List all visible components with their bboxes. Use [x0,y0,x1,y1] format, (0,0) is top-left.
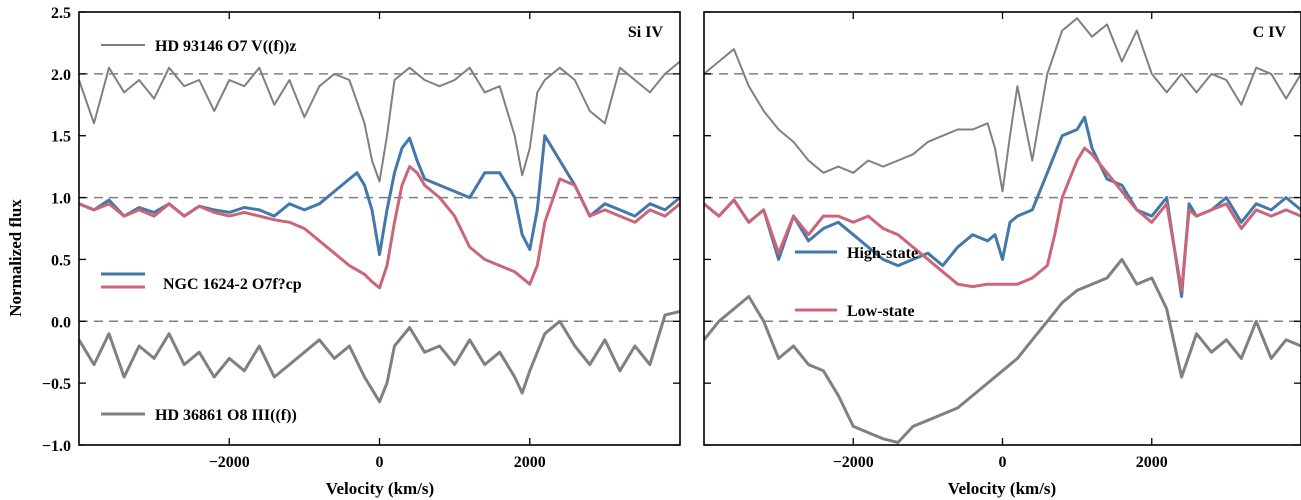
legend-ngc1624: NGC 1624-2 O7f?cp [101,272,302,293]
y-tick-label: −0.5 [42,376,71,393]
x-tick-label: 0 [376,454,384,471]
legend-hd36861: HD 36861 O8 III((f)) [101,407,297,424]
data-series [702,17,1301,444]
x-tick-label: 0 [999,454,1007,471]
x-axis-label: Velocity (km/s) [326,479,434,498]
x-tick-label: −2000 [209,454,250,471]
legend-label-hd93146: HD 93146 O7 V((f))z [155,38,296,55]
y-tick-label: 0.5 [51,252,71,269]
legend-low-state: Low-state [795,303,915,320]
panel-title: C IV [1253,24,1287,41]
legend-label-ngc1624: NGC 1624-2 O7f?cp [163,276,302,293]
y-ticks: −1.0 −0.5 0.0 0.5 1.0 1.5 2.0 2.5 [42,5,680,455]
series-line [702,257,1301,444]
legend-high-state: High-state [795,245,918,262]
plot-frame [78,11,681,446]
legend-label-high-state: High-state [847,245,918,262]
y-tick-label: 1.0 [51,191,71,208]
x-tick-label: −2000 [833,454,874,471]
y-tick-label: 1.5 [51,129,71,146]
x-tick-label: 2000 [514,454,546,471]
series-line [78,134,681,256]
legend-hd93146: HD 93146 O7 V((f))z [101,38,296,55]
legend-label-hd36861: HD 36861 O8 III((f)) [155,407,297,424]
panel-c-iv: −2000 0 2000 C IV Velocity (km/s) High-sta… [702,11,1301,498]
panel-si-iv: −2000 0 2000 −1.0 −0.5 0.0 0.5 1.0 1.5 2.0 2.5 Si… [42,5,681,498]
y-tick-label: 0.0 [51,314,71,331]
x-axis-label: Velocity (km/s) [948,479,1056,498]
data-series [77,60,681,404]
x-tick-label: 2000 [1136,454,1168,471]
y-tick-label: 2.0 [51,67,71,84]
series-line [78,60,681,183]
y-axis-label: Normalized flux [6,199,25,317]
plot-frame [703,11,1301,446]
series-line [703,146,1301,292]
series-line [77,309,681,404]
panel-title: Si IV [628,24,664,41]
y-tick-label: −1.0 [42,438,71,455]
reference-lines [704,73,1301,323]
series-line [703,17,1301,193]
y-ticks [704,11,1301,446]
series-line [78,165,681,290]
legend-label-low-state: Low-state [847,303,915,320]
y-tick-label: 2.5 [51,5,71,22]
series-line [703,115,1301,298]
x-ticks: −2000 0 2000 [209,12,546,471]
x-ticks: −2000 0 2000 [833,12,1168,471]
